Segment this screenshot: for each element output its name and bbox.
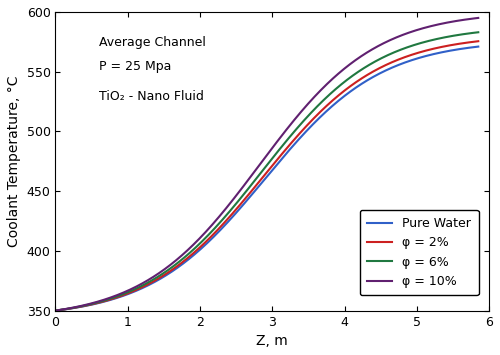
- φ = 6%: [476, 30, 482, 34]
- φ = 2%: [52, 308, 59, 313]
- Pure Water: [244, 198, 250, 203]
- φ = 2%: [371, 69, 377, 73]
- φ = 2%: [161, 273, 167, 277]
- φ = 10%: [371, 47, 377, 51]
- Text: Average Channel: Average Channel: [98, 36, 206, 49]
- Pure Water: [371, 75, 377, 79]
- Pure Water: [127, 291, 133, 295]
- Y-axis label: Coolant Temperature, °C: Coolant Temperature, °C: [7, 76, 21, 247]
- φ = 6%: [52, 308, 59, 313]
- φ = 2%: [244, 195, 250, 199]
- φ = 10%: [244, 180, 250, 184]
- Text: P = 25 Mpa: P = 25 Mpa: [98, 60, 171, 73]
- Pure Water: [52, 308, 59, 313]
- φ = 10%: [302, 105, 308, 110]
- φ = 6%: [244, 189, 250, 193]
- φ = 10%: [127, 288, 133, 292]
- Pure Water: [476, 44, 482, 49]
- φ = 6%: [161, 271, 167, 275]
- φ = 6%: [302, 118, 308, 122]
- φ = 6%: [371, 60, 377, 64]
- φ = 10%: [476, 16, 482, 20]
- Pure Water: [161, 274, 167, 279]
- φ = 2%: [335, 94, 341, 98]
- φ = 2%: [476, 39, 482, 43]
- X-axis label: Z, m: Z, m: [256, 334, 288, 348]
- φ = 10%: [335, 72, 341, 76]
- φ = 2%: [302, 126, 308, 130]
- Line: φ = 6%: φ = 6%: [56, 32, 478, 311]
- φ = 6%: [335, 85, 341, 89]
- Text: TiO₂ - Nano Fluid: TiO₂ - Nano Fluid: [98, 89, 204, 103]
- Pure Water: [335, 99, 341, 103]
- Legend: Pure Water, φ = 2%, φ = 6%, φ = 10%: Pure Water, φ = 2%, φ = 6%, φ = 10%: [360, 210, 478, 295]
- φ = 10%: [161, 267, 167, 272]
- φ = 2%: [127, 290, 133, 295]
- φ = 10%: [52, 308, 59, 313]
- Line: φ = 2%: φ = 2%: [56, 41, 478, 311]
- Line: φ = 10%: φ = 10%: [56, 18, 478, 311]
- Line: Pure Water: Pure Water: [56, 47, 478, 311]
- φ = 6%: [127, 289, 133, 293]
- Pure Water: [302, 131, 308, 135]
